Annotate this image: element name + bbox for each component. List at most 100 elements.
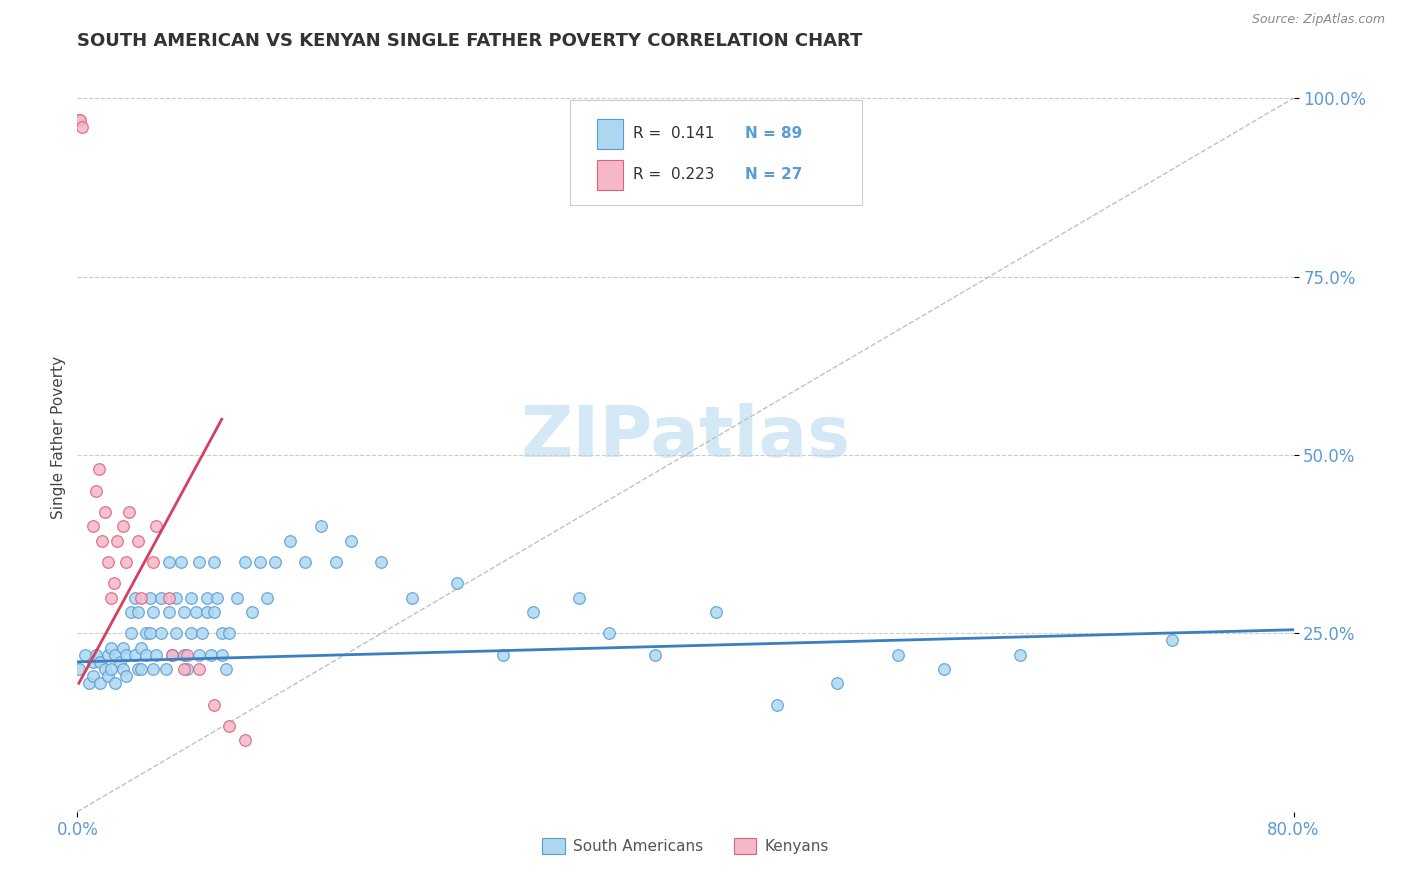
Point: [1161, 633, 1184, 648]
Point: [127, 605, 149, 619]
Point: [124, 591, 146, 605]
Point: [129, 662, 152, 676]
Point: [149, 626, 172, 640]
Point: [218, 626, 240, 640]
Point: [82, 669, 104, 683]
Point: [111, 519, 134, 533]
Point: [142, 662, 165, 676]
Point: [127, 662, 149, 676]
FancyBboxPatch shape: [596, 160, 623, 190]
Point: [70, 120, 93, 134]
Point: [176, 648, 198, 662]
Point: [492, 648, 515, 662]
Point: [105, 533, 128, 548]
Point: [93, 505, 115, 519]
Text: N = 89: N = 89: [745, 126, 803, 141]
Point: [145, 519, 167, 533]
Point: [211, 626, 233, 640]
Point: [160, 648, 183, 662]
Point: [522, 605, 544, 619]
Point: [120, 626, 142, 640]
Point: [340, 533, 363, 548]
Text: R =  0.141: R = 0.141: [633, 126, 714, 141]
Point: [173, 605, 195, 619]
Point: [195, 591, 218, 605]
Point: [294, 555, 316, 569]
FancyBboxPatch shape: [569, 100, 862, 205]
Point: [309, 519, 332, 533]
Text: R =  0.223: R = 0.223: [633, 168, 714, 182]
Point: [202, 698, 225, 712]
Point: [370, 555, 392, 569]
Text: SOUTH AMERICAN VS KENYAN SINGLE FATHER POVERTY CORRELATION CHART: SOUTH AMERICAN VS KENYAN SINGLE FATHER P…: [77, 32, 863, 50]
Point: [155, 662, 177, 676]
Point: [233, 555, 256, 569]
Point: [256, 591, 278, 605]
Point: [97, 648, 120, 662]
Point: [82, 655, 104, 669]
Point: [205, 591, 228, 605]
Point: [165, 626, 187, 640]
Point: [115, 669, 138, 683]
Point: [73, 648, 96, 662]
Point: [127, 533, 149, 548]
Point: [644, 648, 666, 662]
Point: [97, 669, 120, 683]
Point: [103, 576, 125, 591]
Point: [67, 662, 90, 676]
Point: [157, 605, 180, 619]
Point: [173, 662, 195, 676]
Point: [180, 626, 202, 640]
FancyBboxPatch shape: [596, 119, 623, 149]
Point: [87, 462, 110, 476]
Point: [111, 662, 134, 676]
Point: [111, 640, 134, 655]
Point: [202, 555, 225, 569]
Point: [108, 655, 131, 669]
Point: [120, 605, 142, 619]
Point: [765, 698, 787, 712]
Point: [115, 648, 138, 662]
Point: [67, 112, 90, 127]
Text: ZIPatlas: ZIPatlas: [520, 402, 851, 472]
Point: [100, 662, 122, 676]
Point: [84, 483, 107, 498]
Point: [211, 648, 233, 662]
Point: [401, 591, 423, 605]
Point: [89, 676, 111, 690]
Point: [124, 648, 146, 662]
Point: [135, 648, 157, 662]
Point: [932, 662, 955, 676]
Point: [188, 662, 211, 676]
Point: [79, 676, 101, 690]
Point: [278, 533, 301, 548]
Point: [188, 555, 211, 569]
Point: [264, 555, 287, 569]
Point: [446, 576, 468, 591]
Point: [218, 719, 240, 733]
Point: [129, 640, 152, 655]
Point: [142, 605, 165, 619]
Legend: South Americans, Kenyans: South Americans, Kenyans: [536, 832, 835, 860]
Point: [135, 626, 157, 640]
Point: [149, 591, 172, 605]
Point: [69, 112, 91, 127]
Point: [176, 662, 198, 676]
Point: [145, 648, 167, 662]
Point: [240, 605, 263, 619]
Point: [249, 555, 271, 569]
Point: [100, 640, 122, 655]
Point: [191, 626, 214, 640]
Point: [184, 605, 207, 619]
Text: Source: ZipAtlas.com: Source: ZipAtlas.com: [1251, 13, 1385, 27]
Point: [233, 733, 256, 747]
Point: [129, 591, 152, 605]
Point: [568, 591, 591, 605]
Point: [215, 662, 238, 676]
Point: [157, 591, 180, 605]
Point: [200, 648, 222, 662]
Point: [165, 591, 187, 605]
Point: [82, 519, 104, 533]
Point: [115, 555, 138, 569]
Point: [1008, 648, 1031, 662]
